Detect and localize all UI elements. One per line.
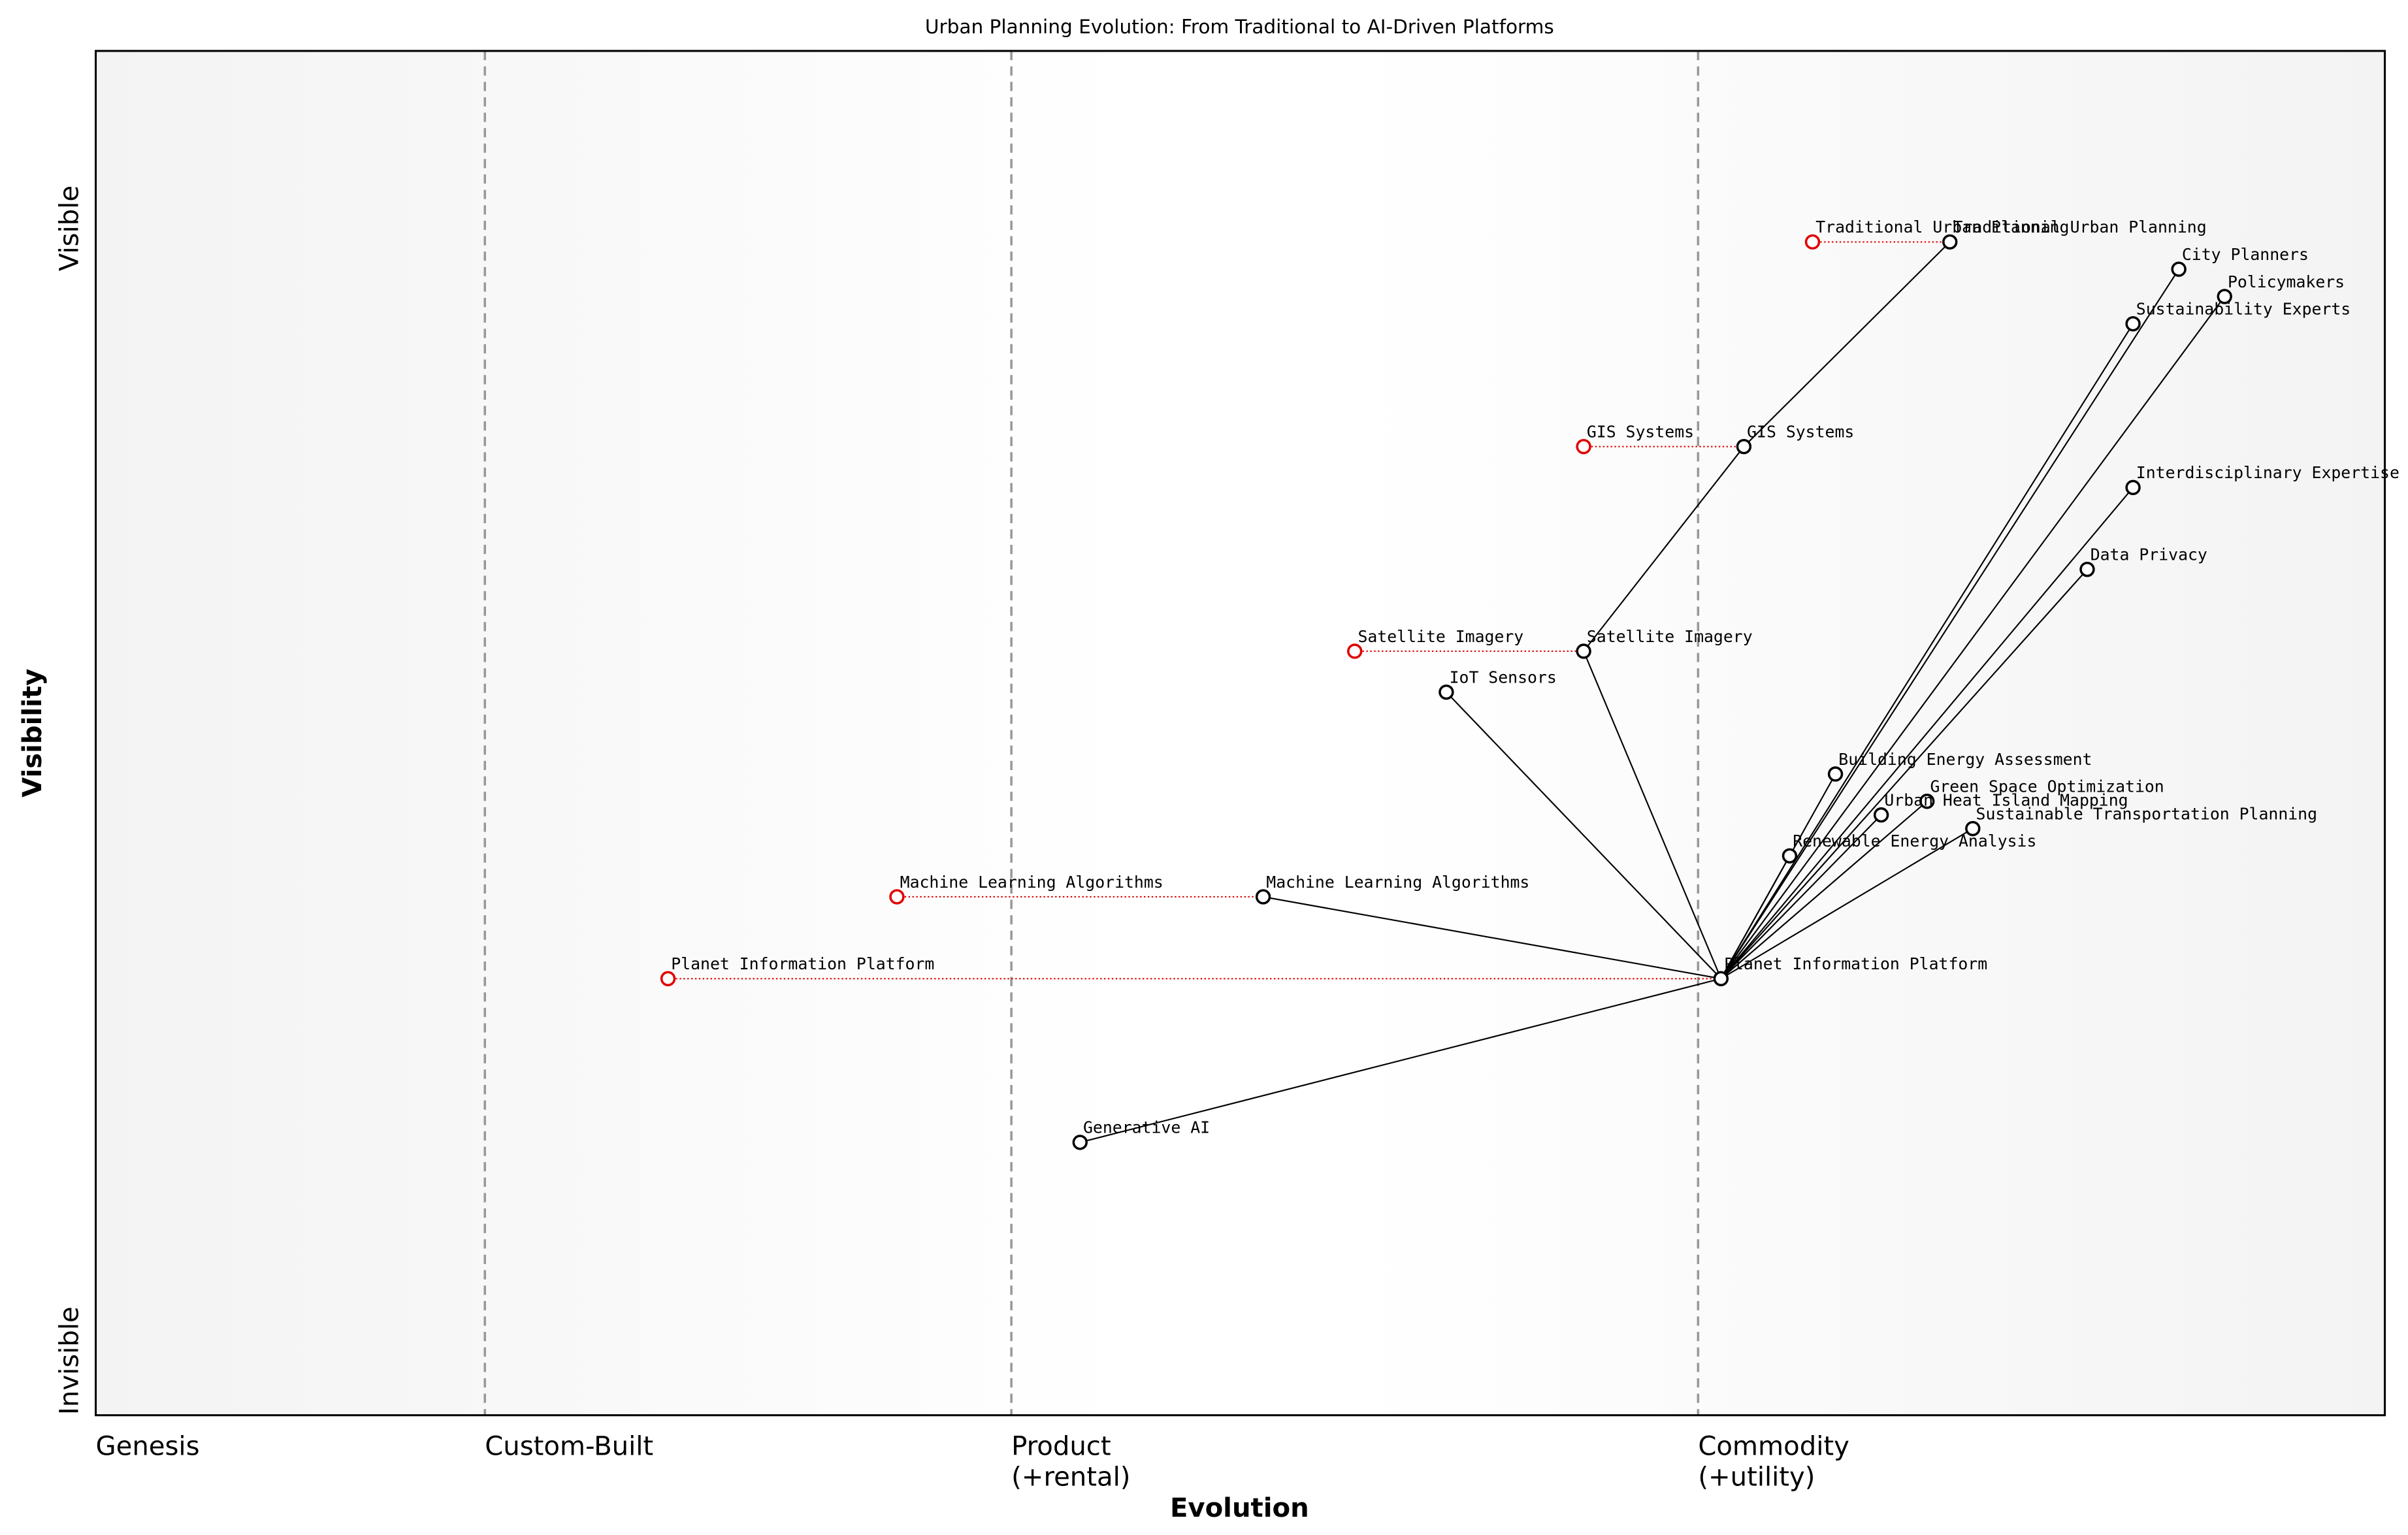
previous-node (660, 971, 676, 986)
previous-node-label: GIS Systems (1587, 423, 1694, 442)
dependency-link (1583, 446, 1745, 652)
component-node (2171, 261, 2187, 277)
component-node (2125, 316, 2141, 332)
component-label: Renewable Energy Analysis (1793, 832, 2036, 850)
previous-node (889, 889, 905, 905)
y-tick-label: Visible (55, 186, 85, 271)
component-label: Planet Information Platform (1724, 954, 1987, 973)
component-node (1576, 643, 1591, 659)
component-label: Generative AI (1083, 1118, 1210, 1137)
x-tick-label-line: Genesis (96, 1431, 200, 1461)
dependency-link (1720, 268, 2180, 979)
x-tick-label: Custom-Built (485, 1431, 653, 1461)
component-node (1782, 848, 1798, 864)
component-label: GIS Systems (1747, 423, 1854, 442)
y-tick-label: Invisible (55, 1306, 85, 1415)
x-tick-label-line: (+rental) (1011, 1462, 1130, 1493)
dependency-link (1720, 828, 1974, 980)
dependency-link (1583, 651, 1722, 979)
x-tick-label-line: Custom-Built (485, 1431, 653, 1461)
previous-node (1804, 234, 1821, 250)
component-node (1072, 1135, 1088, 1150)
component-label: Sustainability Experts (2136, 300, 2351, 319)
component-node (2079, 561, 2095, 577)
component-label: Satellite Imagery (1587, 627, 1753, 646)
component-label: Green Space Optimization (1930, 777, 2164, 796)
dependency-link (1720, 487, 2134, 979)
chart-title: Urban Planning Evolution: From Tradition… (925, 16, 1554, 38)
dependency-link (1263, 896, 1721, 980)
component-label: Data Privacy (2091, 545, 2207, 564)
plot-background (95, 50, 2385, 1415)
component-node (1873, 807, 1889, 823)
component-label: Interdisciplinary Expertise (2136, 463, 2400, 482)
dependency-link (1743, 241, 1951, 447)
component-node (1713, 971, 1729, 986)
component-node (1919, 794, 1935, 809)
dependency-link (1446, 691, 1722, 980)
previous-node-label: Machine Learning Algorithms (900, 873, 1163, 892)
dependency-link (1720, 296, 2226, 979)
previous-node (1576, 438, 1591, 455)
dependency-link (1720, 855, 1791, 979)
y-axis-title: Visibility (18, 669, 48, 798)
previous-node-label: Satellite Imagery (1358, 627, 1523, 646)
dependency-link (1720, 814, 1882, 980)
plot-frame (95, 50, 2386, 1417)
component-node (1942, 234, 1958, 250)
component-node (2125, 479, 2141, 496)
x-tick-label: Genesis (96, 1431, 200, 1461)
x-axis-title: Evolution (1170, 1493, 1309, 1523)
x-tick-label-line: Product (1011, 1431, 1111, 1461)
x-tick-label-line: Commodity (1698, 1431, 1849, 1461)
component-node (1827, 766, 1844, 782)
dependency-link (1079, 978, 1721, 1143)
x-tick-label: Product (+rental) (1011, 1431, 1130, 1492)
component-label: Machine Learning Algorithms (1266, 873, 1529, 892)
component-label: Traditional Urban Planning (1953, 218, 2206, 236)
component-label: Sustainable Transportation Planning (1976, 804, 2318, 823)
component-label: Policymakers (2228, 272, 2345, 291)
component-node (2217, 289, 2232, 304)
component-label: City Planners (2182, 245, 2309, 264)
component-node (1965, 820, 1981, 837)
component-label: Urban Heat Island Mapping (1884, 790, 2128, 809)
previous-node-label: Planet Information Platform (671, 954, 934, 973)
component-label: Building Energy Assessment (1838, 750, 2092, 769)
component-node (1736, 438, 1752, 455)
component-label: IoT Sensors (1450, 668, 1557, 687)
previous-node (1347, 643, 1363, 659)
component-node (1439, 684, 1454, 700)
dependency-link (1720, 323, 2134, 979)
component-node (1255, 889, 1271, 905)
x-tick-label: Commodity (+utility) (1698, 1431, 1849, 1492)
dependency-link (1720, 568, 2088, 979)
x-tick-label-line: (+utility) (1698, 1462, 1815, 1493)
dependency-link (1720, 800, 1928, 980)
previous-node-label: Traditional Urban Planning (1815, 218, 2069, 236)
